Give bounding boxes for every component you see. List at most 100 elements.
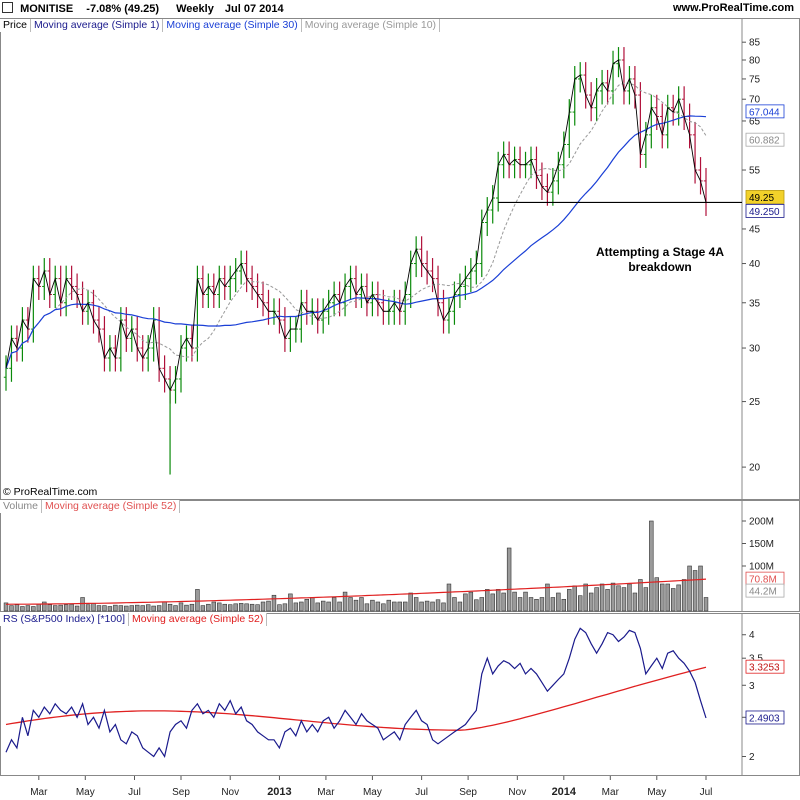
volume-bar <box>413 597 419 612</box>
tag-rs-ma52: 3.3253 <box>749 663 780 674</box>
x-axis: Mar May Jul Sep Nov 2013 Mar May Jul Sep Nov 2014 Ma… <box>30 776 712 798</box>
volume-bar <box>643 587 649 612</box>
legend-volume-ma52[interactable]: Moving average (Simple 52) <box>42 500 181 513</box>
tag-ma30-bg <box>745 104 785 119</box>
volume-bar <box>255 604 260 612</box>
volume-bar <box>353 599 359 612</box>
volume-bar <box>9 605 14 612</box>
volume-bar <box>441 602 446 612</box>
x-tick-label: 2014 <box>552 786 577 798</box>
price-ytick-label: 30 <box>749 344 761 355</box>
rs-ytick-label: 2 <box>749 752 755 763</box>
volume-bar <box>228 604 233 612</box>
volume-bar <box>244 603 249 612</box>
volume-bar <box>359 597 364 612</box>
volume-bar <box>282 603 288 612</box>
volume-bar <box>222 603 227 612</box>
legend-rs[interactable]: RS (S&P500 Index) [*100] <box>0 613 129 626</box>
volume-bar <box>430 601 435 612</box>
volume-bar <box>632 592 638 612</box>
volume-bar <box>397 601 402 612</box>
volume-bar <box>31 606 36 612</box>
site-url[interactable]: www.ProRealTime.com <box>672 2 794 14</box>
volume-ytick-label: 150M <box>749 539 774 550</box>
annotation-line-1: Attempting a Stage 4A <box>595 245 724 259</box>
volume-bar <box>501 592 506 612</box>
rs-ytick-label: 3.5 <box>749 654 763 665</box>
volume-bar <box>47 604 52 612</box>
tag-ma10: 60.882 <box>749 136 780 147</box>
volume-bar <box>3 602 9 612</box>
volume-bar <box>151 605 156 612</box>
volume-bar <box>20 606 25 612</box>
volume-bar <box>692 570 698 612</box>
volume-bar <box>162 601 167 612</box>
tag-ma10-bg <box>745 132 785 147</box>
volume-bar <box>277 604 282 612</box>
volume-bar <box>58 604 63 612</box>
legend-volume[interactable]: Volume <box>0 500 43 513</box>
volume-bar <box>561 598 567 612</box>
volume-bar <box>206 603 211 612</box>
volume-bar <box>69 603 74 612</box>
legend-rs-ma52[interactable]: Moving average (Simple 52) <box>129 613 268 626</box>
price-ytick-label: 85 <box>749 38 761 49</box>
price-ytick-label: 70 <box>749 95 761 106</box>
tag-volume-last: 44.2M <box>749 587 777 598</box>
volume-bar <box>53 605 58 612</box>
legend-price[interactable]: Price <box>0 19 31 32</box>
volume-bar <box>670 588 676 612</box>
volume-bar <box>660 583 665 612</box>
volume-bar <box>320 600 326 612</box>
x-tick-label: Jul <box>700 787 713 798</box>
volume-bar <box>490 593 495 612</box>
volume-bar <box>506 547 512 612</box>
volume-bar <box>91 603 96 612</box>
price-ytick-label: 40 <box>749 259 761 270</box>
volume-legend: Volume Moving average (Simple 52) <box>0 500 181 514</box>
tag-rs: 2.4903 <box>749 713 780 724</box>
ma10-line <box>5 82 707 369</box>
volume-bar <box>627 583 632 612</box>
volume-bar <box>178 602 184 612</box>
volume-bar <box>605 589 610 612</box>
tag-ma1: 49.250 <box>749 207 780 218</box>
tag-volume-ma52: 70.8M <box>749 575 777 586</box>
volume-bar <box>85 604 91 612</box>
volume-bar <box>523 591 528 612</box>
tag-price: 49.25 <box>749 193 774 204</box>
x-tick-label: May <box>363 787 382 798</box>
rs-ytick-label: 3 <box>749 681 755 692</box>
volume-bar <box>167 603 173 612</box>
tag-volume-last-bg <box>745 583 785 598</box>
rs-line <box>5 627 707 759</box>
volume-bar <box>80 597 85 612</box>
ma30-line <box>5 115 707 369</box>
annotation-line-2: breakdown <box>628 260 692 274</box>
volume-bar <box>457 601 463 612</box>
volume-bar <box>260 601 266 612</box>
period: Weekly <box>176 3 214 15</box>
volume-bar <box>342 591 348 612</box>
volume-bar <box>74 605 80 612</box>
legend-ma30[interactable]: Moving average (Simple 30) <box>163 19 302 32</box>
annotation: Attempting a Stage 4A breakdown <box>580 245 740 275</box>
price-ytick-label: 55 <box>749 166 761 177</box>
volume-ytick-label: 200M <box>749 517 774 528</box>
volume-bar <box>370 599 375 612</box>
volume-bar <box>495 589 501 612</box>
legend-ma1[interactable]: Moving average (Simple 1) <box>30 19 164 32</box>
volume-bar <box>485 589 490 612</box>
legend-ma10[interactable]: Moving average (Simple 10) <box>301 19 441 32</box>
volume-bar <box>107 606 113 612</box>
x-tick-label: Nov <box>221 787 239 798</box>
volume-bar <box>517 597 523 612</box>
volume-bar <box>364 603 370 612</box>
volume-bar <box>173 605 178 612</box>
volume-bar <box>556 592 561 612</box>
volume-bar <box>572 585 577 612</box>
volume-bar <box>638 579 643 612</box>
chart-settings-icon[interactable] <box>2 2 13 13</box>
volume-bar <box>698 565 703 612</box>
